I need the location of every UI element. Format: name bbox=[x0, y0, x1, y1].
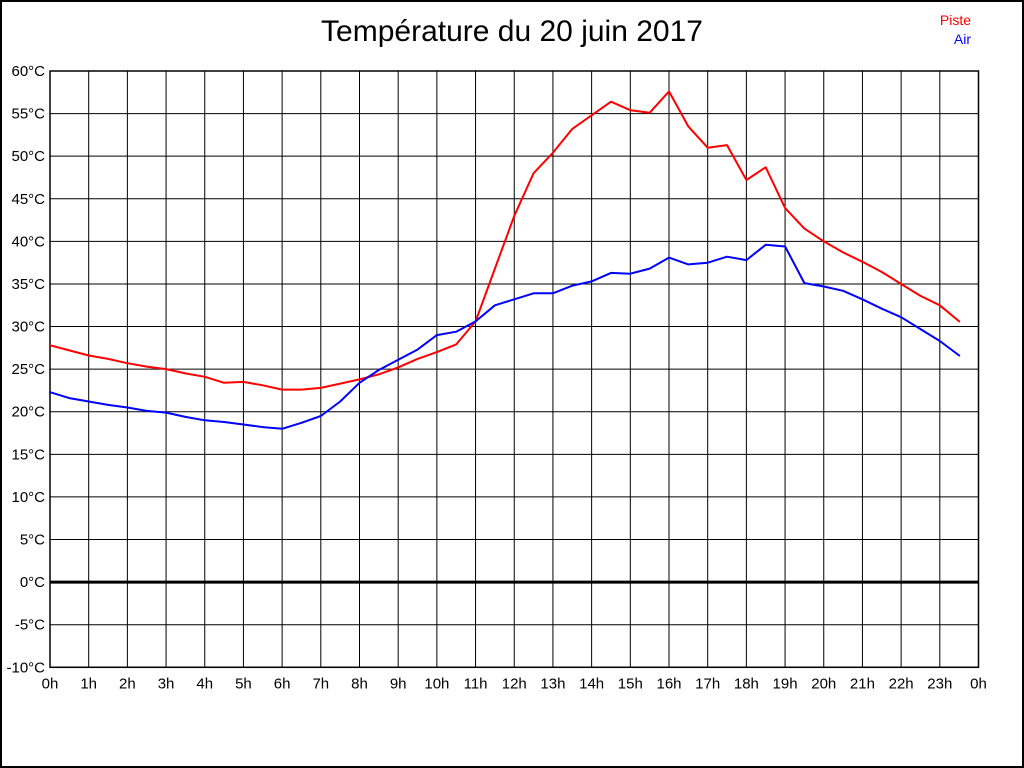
x-tick-label: 11h bbox=[464, 675, 488, 692]
y-tick-label: 5°C bbox=[20, 532, 45, 549]
y-axis-labels: 60°C 55°C 50°C 45°C 40°C 35°C 30°C 25°C 20°C 15°C… bbox=[6, 63, 45, 676]
y-tick-label: 15°C bbox=[11, 446, 45, 463]
x-tick-label: 10h bbox=[424, 675, 449, 692]
x-tick-label: 19h bbox=[773, 675, 798, 692]
chart-title: Température du 20 juin 2017 bbox=[321, 15, 703, 48]
chart-legend: Piste Air bbox=[940, 11, 971, 49]
y-tick-label: 20°C bbox=[11, 404, 45, 421]
x-tick-label: 7h bbox=[312, 675, 329, 692]
y-tick-label: 60°C bbox=[11, 63, 45, 80]
y-tick-label: 30°C bbox=[11, 319, 45, 336]
x-tick-label: 0h bbox=[42, 675, 59, 692]
y-tick-label: 45°C bbox=[11, 191, 45, 208]
legend-item-piste: Piste bbox=[939, 12, 971, 28]
x-tick-label: 22h bbox=[889, 675, 914, 692]
grid bbox=[49, 70, 979, 668]
x-tick-label: 3h bbox=[158, 675, 175, 692]
y-tick-label: 35°C bbox=[11, 276, 45, 293]
x-tick-label: 20h bbox=[811, 675, 836, 692]
legend-item-air: Air bbox=[953, 31, 971, 47]
x-tick-label: 23h bbox=[927, 675, 952, 692]
x-tick-label: 4h bbox=[196, 675, 213, 692]
y-tick-label: 50°C bbox=[11, 148, 45, 165]
x-tick-label: 15h bbox=[618, 675, 643, 692]
x-tick-label: 1h bbox=[80, 675, 97, 692]
plot-frame bbox=[49, 70, 980, 669]
x-tick-label: 9h bbox=[390, 675, 407, 692]
x-tick-label: 8h bbox=[351, 675, 368, 692]
y-tick-label: 0°C bbox=[20, 574, 45, 591]
y-tick-label: 25°C bbox=[11, 361, 45, 378]
x-tick-label: 2h bbox=[119, 675, 136, 692]
x-tick-label: 14h bbox=[579, 675, 604, 692]
y-tick-label: -5°C bbox=[15, 617, 45, 634]
y-tick-label: 10°C bbox=[11, 489, 45, 506]
x-tick-label: 18h bbox=[734, 675, 759, 692]
y-tick-label: 55°C bbox=[11, 106, 45, 123]
x-tick-label: 17h bbox=[695, 675, 720, 692]
plot-border bbox=[49, 70, 980, 669]
x-axis-labels: 0h 1h 2h 3h 4h 5h 6h 7h 8h 9h 10h 11h 12h 13h 14h 15h 16… bbox=[42, 675, 987, 692]
y-tick-label: -10°C bbox=[6, 659, 45, 676]
air-line bbox=[49, 243, 961, 430]
series-lines bbox=[49, 90, 961, 430]
y-tick-label: 40°C bbox=[11, 233, 45, 250]
x-tick-label: 6h bbox=[274, 675, 291, 692]
x-tick-label: 16h bbox=[656, 675, 681, 692]
x-tick-label: 5h bbox=[235, 675, 252, 692]
x-tick-label: 13h bbox=[540, 675, 565, 692]
x-tick-label: 0h bbox=[970, 675, 987, 692]
x-tick-label: 12h bbox=[502, 675, 527, 692]
x-tick-label: 21h bbox=[850, 675, 875, 692]
piste-line bbox=[49, 90, 961, 391]
